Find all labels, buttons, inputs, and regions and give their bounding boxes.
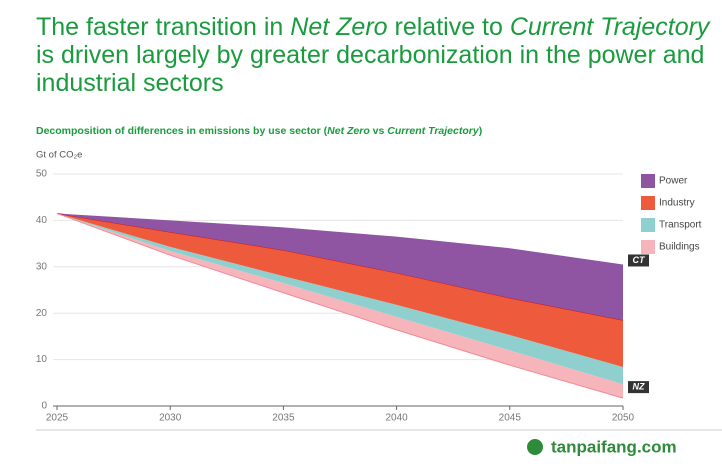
area — [57, 213, 623, 399]
legend-label: Industry — [659, 198, 695, 209]
legend-swatch — [641, 174, 655, 188]
area — [57, 213, 623, 321]
y-tick-label: 30 — [36, 261, 48, 272]
base-line — [56, 212, 624, 399]
x-tick-label: 2035 — [272, 413, 295, 424]
title-line: The faster transition in Net Zero relati… — [36, 13, 711, 41]
subtitle-part: Decomposition of differences in emission… — [36, 125, 328, 137]
y-tick-label: 10 — [36, 354, 48, 365]
subtitle-part: Current Trajectory — [387, 125, 480, 137]
legend-label: Power — [659, 176, 688, 187]
chart-subtitle: Decomposition of differences in emission… — [36, 125, 482, 137]
nz-label: NZ — [633, 381, 645, 391]
title: The faster transition in Net Zero relati… — [36, 13, 711, 97]
title-part: Current Trajectory — [510, 13, 711, 41]
nz-label-box — [628, 381, 649, 394]
area — [57, 213, 623, 368]
title-part: The faster transition in — [36, 13, 290, 41]
title-line: is driven largely by greater decarboniza… — [36, 41, 704, 69]
y-tick-label: 50 — [36, 169, 48, 180]
legend-swatch — [641, 196, 655, 210]
legend-label: Transport — [659, 220, 702, 231]
legend-swatch — [641, 240, 655, 254]
x-tick-label: 2040 — [385, 413, 408, 424]
x-tick-label: 2030 — [159, 413, 182, 424]
y-tick-label: 0 — [41, 401, 47, 412]
x-tick-label: 2050 — [612, 413, 635, 424]
y-tick-label: 40 — [36, 215, 48, 226]
y-axis-label: Gt of CO₂e — [36, 150, 82, 161]
title-part: industrial sectors — [36, 69, 224, 97]
x-tick-label: 2025 — [46, 413, 69, 424]
watermark-logo — [527, 439, 543, 455]
y-tick-label: 20 — [36, 308, 48, 319]
area — [57, 213, 623, 385]
legend-swatch — [641, 218, 655, 232]
title-part: is driven largely by greater decarboniza… — [36, 41, 704, 69]
title-part: Net Zero — [290, 13, 387, 41]
title-line: industrial sectors — [36, 69, 224, 97]
subtitle-part: Net Zero — [327, 125, 370, 137]
watermark: tanpaifang.com — [551, 437, 677, 456]
ct-label-box — [628, 254, 649, 267]
subtitle-part: ) — [479, 125, 483, 137]
title-part: relative to — [388, 13, 510, 41]
legend-label: Buildings — [659, 242, 700, 253]
subtitle-part: vs — [370, 125, 388, 137]
ct-label: CT — [633, 255, 646, 265]
x-tick-label: 2045 — [499, 413, 522, 424]
